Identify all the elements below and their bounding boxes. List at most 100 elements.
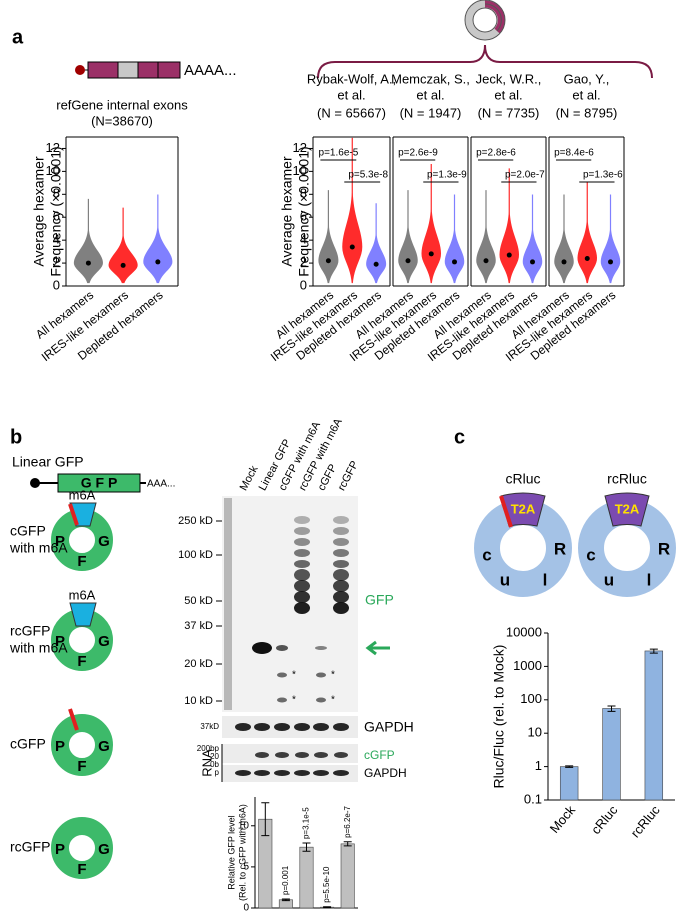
t2a-label: T2A: [511, 501, 536, 516]
violin: [600, 194, 621, 284]
construct-name: cGFP: [10, 523, 46, 539]
y-tick-label: 4: [300, 232, 307, 247]
blot-band: [333, 549, 349, 557]
n-label: (N = 7735): [478, 105, 540, 120]
blot-band: [333, 516, 349, 524]
gapdh-label: GAPDH: [364, 719, 414, 735]
construct-name: with m6A: [9, 640, 68, 656]
blot-band: [294, 569, 310, 581]
gfp-box-label: G F P: [81, 475, 118, 491]
median-dot: [584, 255, 590, 261]
blot-band: [277, 672, 287, 678]
median-dot: [120, 262, 126, 268]
blot-band: [315, 646, 327, 650]
violin: [577, 181, 598, 284]
linear-mrna: [75, 61, 181, 79]
median-dot: [530, 259, 535, 265]
median-dot: [373, 261, 379, 267]
ring-letter: P: [55, 841, 65, 858]
marker-label: 37 kD: [184, 620, 213, 632]
y-tick-label: 2: [300, 255, 307, 270]
y-axis-label: Average hexamer: [31, 156, 47, 267]
panel-label: b: [10, 426, 22, 448]
ring-letter: R: [554, 539, 566, 558]
rna-label: RNA: [199, 749, 214, 777]
construct-name: rcGFP: [10, 623, 50, 639]
cgfp-label: cGFP: [364, 748, 395, 762]
bar: [340, 843, 355, 909]
p-value: p=6.2e-7: [343, 805, 352, 837]
ring-letter: F: [77, 861, 86, 878]
chart-title: et al.: [494, 87, 522, 102]
p-value: p=0.001: [281, 865, 290, 895]
construct-label: cRluc: [505, 471, 540, 487]
violin: [554, 194, 574, 284]
median-dot: [561, 259, 567, 265]
n-label: (N = 1947): [400, 105, 462, 120]
blot-band: [274, 723, 290, 731]
p-value: p=2.6e-9: [398, 148, 438, 159]
p-value: p=3.1e-5: [302, 807, 311, 839]
n-label: (N = 8795): [556, 105, 618, 120]
ladder: [224, 498, 232, 710]
circrna-ring: [51, 714, 113, 776]
p-value: p=2.0e-7: [505, 170, 545, 181]
construct-name: with m6A: [9, 540, 68, 556]
y-tick-label: 10000: [506, 624, 542, 639]
error-bar: [565, 765, 574, 768]
m6a-region: [69, 602, 97, 627]
median-dot: [405, 258, 411, 264]
blot-band: [235, 770, 251, 776]
n-label: (N=38670): [91, 113, 153, 128]
chart-title: Gao, Y.,: [564, 71, 610, 86]
construct-name: cGFP: [10, 736, 46, 752]
ring-letter: F: [77, 553, 86, 570]
marker-label: 20 kD: [184, 658, 213, 670]
y-tick-label: 4: [53, 232, 60, 247]
ring-letter: F: [77, 758, 86, 775]
error-bar: [302, 842, 311, 852]
t2a-label: T2A: [615, 501, 640, 516]
ring-letter: l: [647, 570, 652, 589]
ring-letter: G: [98, 841, 110, 858]
violin: [476, 190, 496, 284]
marker-label: 50 kD: [184, 595, 213, 607]
blot-band: [333, 538, 349, 546]
m6a-label: m6A: [69, 587, 96, 602]
asterisk: *: [331, 695, 335, 706]
ring-letter: R: [658, 539, 670, 558]
blot-band: [294, 538, 310, 546]
violin: [444, 194, 465, 284]
y-axis-label: Relative GFP level: [226, 815, 236, 889]
blot-band: [294, 723, 310, 731]
blot-band: [294, 516, 310, 524]
asterisk: *: [331, 670, 335, 681]
y-tick-label: 0: [53, 277, 60, 292]
median-dot: [608, 259, 613, 265]
x-tick-label: rcRluc: [628, 802, 663, 840]
median-dot: [85, 260, 91, 266]
blot-band: [333, 580, 349, 592]
bar: [299, 846, 314, 909]
y-tick-label: 1: [535, 758, 542, 773]
rna-marker: p: [215, 768, 220, 777]
rna-marker: 20: [210, 752, 219, 761]
marker-label: 100 kD: [178, 549, 213, 561]
junction: [68, 503, 79, 526]
ring-letter: c: [482, 545, 491, 564]
y-tick-label: 10: [293, 163, 307, 178]
blot-band: [333, 527, 349, 535]
linear-gfp: [30, 473, 146, 493]
blot-band: [333, 591, 349, 603]
blot-band: [333, 602, 349, 614]
blot-band: [294, 602, 310, 614]
t2a-region: [604, 492, 650, 527]
poly-a: AAAA...: [184, 62, 237, 79]
violin: [522, 194, 543, 284]
panel-label: c: [454, 426, 465, 448]
t2a-region: [500, 492, 546, 527]
median-dot: [428, 251, 434, 257]
y-tick-label: 10: [46, 163, 60, 178]
y-tick-label: 1000: [513, 658, 542, 673]
violin: [366, 203, 387, 284]
